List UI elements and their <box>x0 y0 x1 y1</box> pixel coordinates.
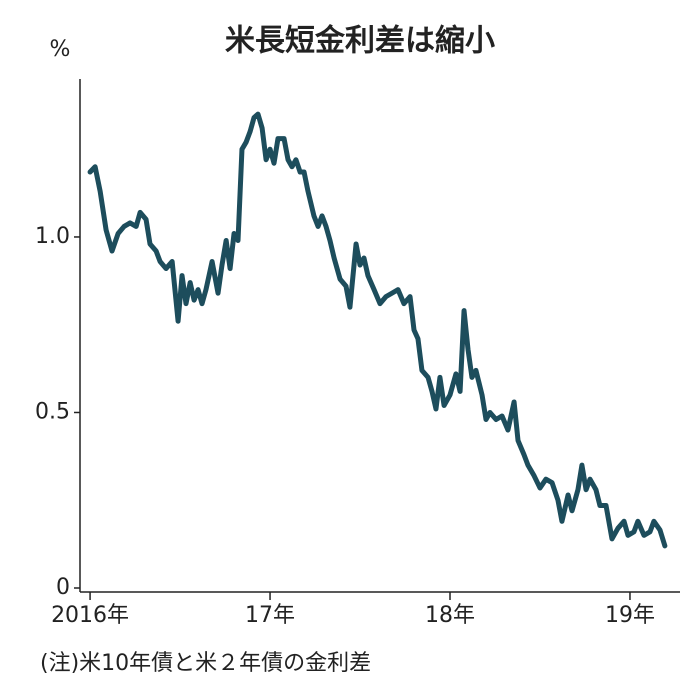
note: (注)米10年債と米２年債の金利差 <box>40 651 371 676</box>
y-axis-label: % <box>50 37 71 62</box>
x-tick-label: 19年 <box>605 603 655 628</box>
y-tick-label: 1.0 <box>35 224 70 249</box>
y-tick-label: 0.5 <box>35 399 70 424</box>
x-tick-label: 17年 <box>245 603 295 628</box>
x-tick-label: 2016年 <box>51 603 129 628</box>
chart-title: 米長短金利差は縮小 <box>225 24 495 59</box>
line-series <box>87 111 668 549</box>
x-tick-label: 18年 <box>425 603 475 628</box>
y-tick-label: 0 <box>56 575 70 600</box>
